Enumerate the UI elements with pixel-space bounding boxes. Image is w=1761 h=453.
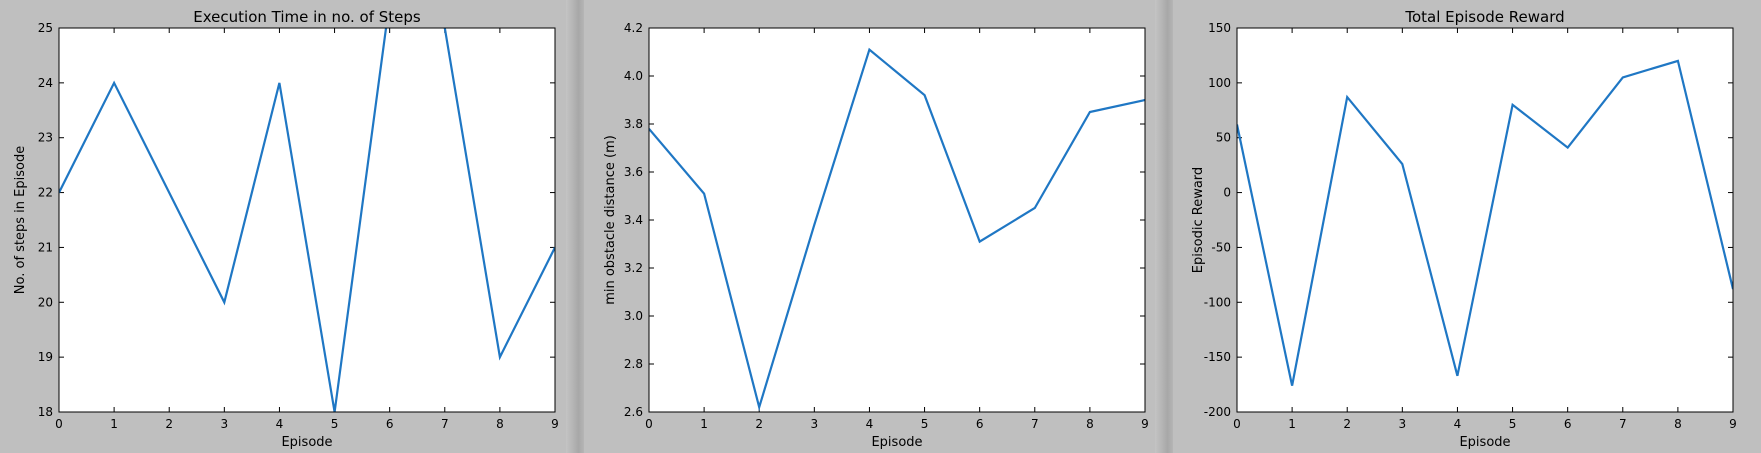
x-tick-label: 4 bbox=[1454, 417, 1462, 431]
y-tick-label: 50 bbox=[1216, 131, 1231, 145]
chart-title: Total Episode Reward bbox=[1404, 8, 1564, 26]
series-line bbox=[1237, 59, 1733, 386]
x-axis-label: Episode bbox=[281, 435, 332, 450]
series-line bbox=[59, 28, 555, 412]
x-tick-label: 2 bbox=[1343, 417, 1351, 431]
y-tick-label: 150 bbox=[1208, 21, 1231, 35]
y-axis-label: min obstacle distance (m) bbox=[603, 135, 618, 305]
chart-min-obstacle-distance: 0 1 2 3 4 5 6 7 8 9 2.6 2.8 3.0 3.2 3.4 3.6 3.8 4.0 4.2 Epi… bbox=[584, 0, 1155, 453]
y-tick-label: 4.2 bbox=[624, 21, 643, 35]
plot-area bbox=[59, 28, 555, 412]
y-tick-label: 19 bbox=[38, 350, 53, 364]
y-tick-label: 23 bbox=[38, 131, 53, 145]
y-tick-label: 100 bbox=[1208, 76, 1231, 90]
x-tick-label: 9 bbox=[1729, 417, 1737, 431]
x-tick-label: 7 bbox=[1031, 417, 1039, 431]
x-tick-label: 6 bbox=[1564, 417, 1572, 431]
plot-area bbox=[1237, 28, 1733, 412]
x-tick-label: 0 bbox=[1233, 417, 1241, 431]
x-axis-label: Episode bbox=[1459, 435, 1510, 450]
chart-title: Execution Time in no. of Steps bbox=[193, 8, 421, 26]
x-tick-label: 0 bbox=[645, 417, 653, 431]
y-tick-label: 3.4 bbox=[624, 213, 643, 227]
x-tick-label: 8 bbox=[1674, 417, 1682, 431]
y-tick-label: 3.0 bbox=[624, 309, 643, 323]
x-tick-label: 6 bbox=[386, 417, 394, 431]
y-tick-label: -50 bbox=[1211, 240, 1231, 254]
x-tick-label: 3 bbox=[1399, 417, 1407, 431]
x-tick-label: 1 bbox=[1288, 417, 1296, 431]
x-tick-label: 5 bbox=[1509, 417, 1517, 431]
y-tick-label: 3.2 bbox=[624, 261, 643, 275]
x-tick-label: 9 bbox=[1141, 417, 1149, 431]
y-tick-label: -200 bbox=[1204, 405, 1231, 419]
y-tick-label: 0 bbox=[1223, 186, 1231, 200]
panel-separator bbox=[1155, 0, 1173, 453]
x-tick-label: 2 bbox=[165, 417, 173, 431]
series-line bbox=[649, 47, 1145, 412]
x-tick-label: 1 bbox=[700, 417, 708, 431]
x-tick-label: 8 bbox=[1086, 417, 1094, 431]
axes-frame bbox=[1236, 27, 1734, 413]
chart-episode-reward-svg: 0 1 2 3 4 5 6 7 8 9 -200 -150 -100 -50 0 50 100 150 Total … bbox=[1191, 8, 1737, 450]
axes-frame bbox=[648, 27, 1146, 413]
y-tick-label: 18 bbox=[38, 405, 53, 419]
x-tick-label: 9 bbox=[551, 417, 559, 431]
plot-area bbox=[649, 28, 1145, 412]
y-tick-label: 3.6 bbox=[624, 165, 643, 179]
chart-episode-reward: 0 1 2 3 4 5 6 7 8 9 -200 -150 -100 -50 0 50 100 150 Total … bbox=[1173, 0, 1761, 453]
chart-execution-steps: 0 1 2 3 4 5 6 7 8 9 18 19 20 21 22 23 24 25 Execution Time… bbox=[0, 0, 566, 453]
x-tick-label: 3 bbox=[221, 417, 229, 431]
y-tick-label: 2.6 bbox=[624, 405, 643, 419]
x-tick-label: 3 bbox=[811, 417, 819, 431]
panel-separator bbox=[566, 0, 584, 453]
x-tick-label: 6 bbox=[976, 417, 984, 431]
y-tick-label: -100 bbox=[1204, 295, 1231, 309]
x-tick-label: 4 bbox=[276, 417, 284, 431]
y-tick-label: 4.0 bbox=[624, 69, 643, 83]
x-tick-label: 8 bbox=[496, 417, 504, 431]
x-axis-label: Episode bbox=[871, 435, 922, 450]
x-tick-label: 4 bbox=[866, 417, 874, 431]
y-tick-label: 3.8 bbox=[624, 117, 643, 131]
x-tick-label: 5 bbox=[921, 417, 929, 431]
x-tick-label: 1 bbox=[110, 417, 118, 431]
x-tick-label: 2 bbox=[755, 417, 763, 431]
x-tick-label: 7 bbox=[1619, 417, 1627, 431]
y-axis-label: No. of steps in Episode bbox=[13, 146, 28, 294]
y-tick-label: 2.8 bbox=[624, 357, 643, 371]
y-tick-label: 25 bbox=[38, 21, 53, 35]
y-tick-label: -150 bbox=[1204, 350, 1231, 364]
y-tick-label: 21 bbox=[38, 240, 53, 254]
y-tick-label: 22 bbox=[38, 186, 53, 200]
axes-frame bbox=[58, 27, 556, 413]
x-tick-label: 5 bbox=[331, 417, 339, 431]
x-tick-label: 0 bbox=[55, 417, 63, 431]
chart-min-obstacle-distance-svg: 0 1 2 3 4 5 6 7 8 9 2.6 2.8 3.0 3.2 3.4 3.6 3.8 4.0 4.2 Epi… bbox=[603, 21, 1149, 450]
x-tick-label: 7 bbox=[441, 417, 449, 431]
y-axis-label: Episodic Reward bbox=[1191, 167, 1206, 273]
y-tick-label: 20 bbox=[38, 295, 53, 309]
y-tick-label: 24 bbox=[38, 76, 53, 90]
